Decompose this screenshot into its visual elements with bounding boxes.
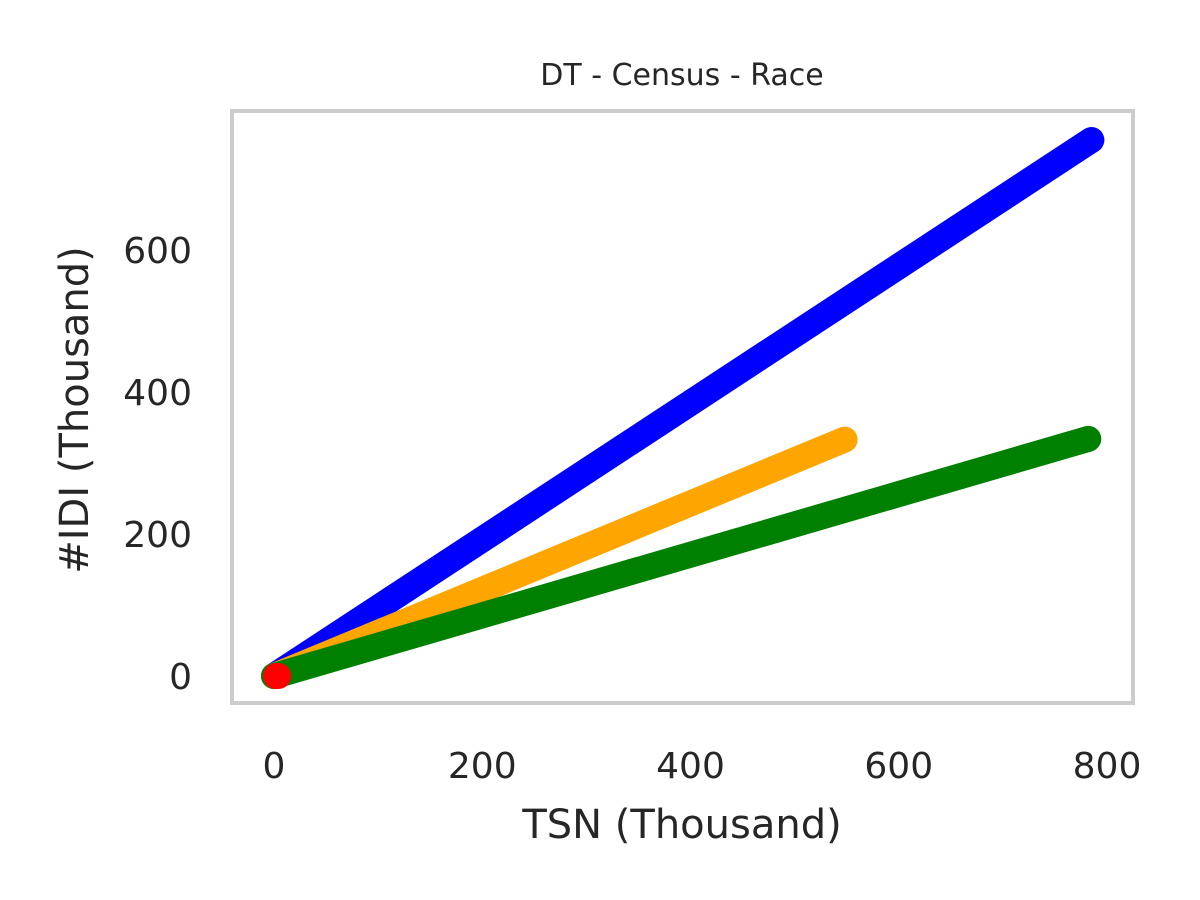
x-tick-label: 800 bbox=[1073, 746, 1142, 787]
series-layer bbox=[261, 127, 1105, 689]
y-axis-label: #IDI (Thousand) bbox=[52, 246, 98, 574]
y-tick-label: 600 bbox=[123, 231, 192, 272]
y-tick-label: 200 bbox=[123, 515, 192, 556]
x-axis-label: TSN (Thousand) bbox=[521, 802, 841, 848]
x-tick-label: 200 bbox=[448, 746, 517, 787]
series-line-green bbox=[261, 425, 1102, 689]
series-line-blue bbox=[261, 127, 1105, 689]
x-tick-label: 600 bbox=[864, 746, 933, 787]
x-tick-labels: 0 200 400 600 800 bbox=[263, 746, 1142, 787]
y-tick-label: 400 bbox=[123, 373, 192, 414]
y-tick-labels: 0 200 400 600 bbox=[123, 231, 192, 698]
y-tick-label: 0 bbox=[169, 657, 192, 698]
chart-title: DT - Census - Race bbox=[540, 58, 823, 93]
x-tick-label: 400 bbox=[656, 746, 725, 787]
plot-frame bbox=[230, 109, 1135, 705]
x-tick-label: 0 bbox=[263, 746, 286, 787]
